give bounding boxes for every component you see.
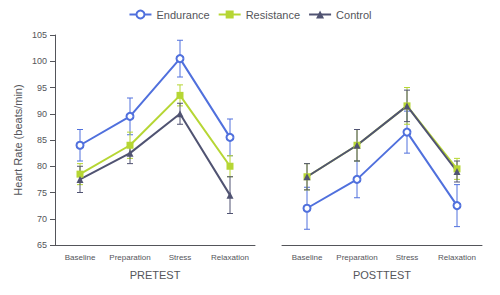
svg-text:Control: Control [336,9,371,21]
svg-text:80: 80 [37,161,47,171]
svg-text:105: 105 [32,30,47,40]
svg-text:Relaxation: Relaxation [211,253,249,262]
svg-text:85: 85 [37,135,47,145]
svg-text:75: 75 [37,188,47,198]
svg-text:100: 100 [32,56,47,66]
svg-text:Baseline: Baseline [65,253,96,262]
svg-text:65: 65 [37,240,47,250]
svg-text:Heart Rate (beats/min): Heart Rate (beats/min) [12,84,24,195]
svg-text:Baseline: Baseline [292,253,323,262]
svg-text:Preparation: Preparation [336,253,377,262]
svg-text:70: 70 [37,214,47,224]
svg-text:Resistance: Resistance [246,9,300,21]
svg-text:Relaxation: Relaxation [438,253,476,262]
svg-text:Stress: Stress [396,253,419,262]
svg-text:Endurance: Endurance [156,9,209,21]
svg-text:Preparation: Preparation [109,253,150,262]
svg-text:POSTTEST: POSTTEST [353,269,411,281]
svg-text:95: 95 [37,83,47,93]
svg-text:90: 90 [37,109,47,119]
svg-text:Stress: Stress [169,253,192,262]
svg-text:PRETEST: PRETEST [130,269,181,281]
